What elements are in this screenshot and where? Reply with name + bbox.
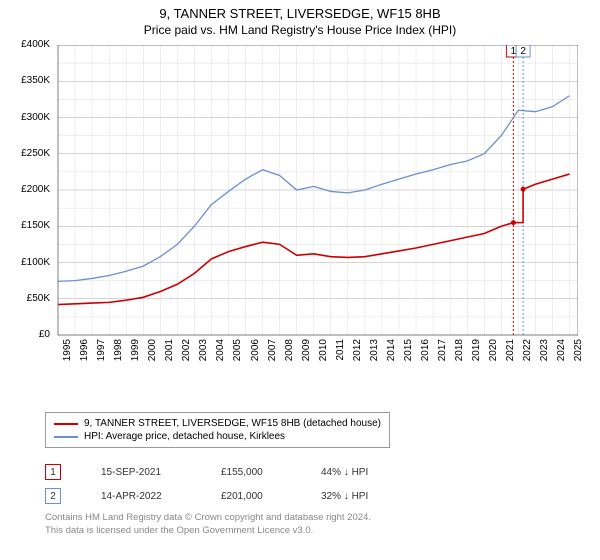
legend: 9, TANNER STREET, LIVERSEDGE, WF15 8HB (…: [45, 412, 390, 448]
svg-text:2: 2: [520, 46, 526, 57]
footer-line: Contains HM Land Registry data © Crown c…: [45, 512, 371, 525]
x-tick-label: 2011: [335, 339, 346, 369]
footer-attribution: Contains HM Land Registry data © Crown c…: [45, 512, 371, 538]
marker-price: £155,000: [221, 467, 281, 478]
chart-subtitle: Price paid vs. HM Land Registry's House …: [0, 21, 600, 37]
marker-date: 14-APR-2022: [101, 491, 181, 502]
x-tick-label: 2021: [505, 339, 516, 369]
y-tick-label: £400K: [12, 39, 50, 50]
x-tick-label: 2005: [232, 339, 243, 369]
x-tick-label: 2004: [215, 339, 226, 369]
legend-label: HPI: Average price, detached house, Kirk…: [84, 431, 285, 442]
footer-line: This data is licensed under the Open Gov…: [45, 525, 371, 538]
x-tick-label: 2024: [556, 339, 567, 369]
legend-item: HPI: Average price, detached house, Kirk…: [54, 430, 381, 443]
y-tick-label: £100K: [12, 257, 50, 268]
x-tick-label: 2002: [181, 339, 192, 369]
x-tick-label: 2014: [386, 339, 397, 369]
y-tick-label: £50K: [12, 293, 50, 304]
legend-swatch: [54, 423, 78, 425]
line-chart: 12: [10, 45, 578, 341]
x-tick-label: 1999: [130, 339, 141, 369]
x-tick-label: 2009: [301, 339, 312, 369]
legend-item: 9, TANNER STREET, LIVERSEDGE, WF15 8HB (…: [54, 417, 381, 430]
marker-price: £201,000: [221, 491, 281, 502]
marker-row: 1 15-SEP-2021 £155,000 44% ↓ HPI: [45, 460, 411, 484]
x-tick-label: 2001: [164, 339, 175, 369]
y-tick-label: £250K: [12, 148, 50, 159]
x-tick-label: 2008: [284, 339, 295, 369]
x-tick-label: 1996: [79, 339, 90, 369]
x-tick-label: 2019: [471, 339, 482, 369]
y-tick-label: £300K: [12, 112, 50, 123]
x-tick-label: 2023: [539, 339, 550, 369]
marker-badge: 1: [45, 464, 61, 480]
legend-label: 9, TANNER STREET, LIVERSEDGE, WF15 8HB (…: [84, 418, 381, 429]
x-tick-label: 2017: [437, 339, 448, 369]
x-tick-label: 2006: [250, 339, 261, 369]
x-tick-label: 2000: [147, 339, 158, 369]
marker-date: 15-SEP-2021: [101, 467, 181, 478]
x-tick-label: 2013: [369, 339, 380, 369]
x-tick-label: 2020: [488, 339, 499, 369]
y-tick-label: £350K: [12, 75, 50, 86]
x-tick-label: 2022: [522, 339, 533, 369]
marker-row: 2 14-APR-2022 £201,000 32% ↓ HPI: [45, 484, 411, 508]
x-tick-label: 2003: [198, 339, 209, 369]
marker-table: 1 15-SEP-2021 £155,000 44% ↓ HPI 2 14-APR-202…: [45, 460, 411, 508]
x-tick-label: 2018: [454, 339, 465, 369]
x-tick-label: 2010: [318, 339, 329, 369]
marker-delta: 32% ↓ HPI: [321, 491, 411, 502]
chart-title: 9, TANNER STREET, LIVERSEDGE, WF15 8HB: [0, 0, 600, 21]
x-tick-label: 2015: [403, 339, 414, 369]
x-tick-label: 1997: [96, 339, 107, 369]
y-tick-label: £150K: [12, 220, 50, 231]
chart-area: 12 £0£50K£100K£150K£200K£250K£300K£350K£…: [10, 45, 590, 385]
x-tick-label: 2012: [352, 339, 363, 369]
x-tick-label: 1995: [62, 339, 73, 369]
x-tick-label: 2025: [573, 339, 584, 369]
x-tick-label: 2007: [267, 339, 278, 369]
x-tick-label: 1998: [113, 339, 124, 369]
marker-badge: 2: [45, 488, 61, 504]
legend-swatch: [54, 436, 78, 438]
x-tick-label: 2016: [420, 339, 431, 369]
marker-delta: 44% ↓ HPI: [321, 467, 411, 478]
y-tick-label: £0: [12, 329, 50, 340]
y-tick-label: £200K: [12, 184, 50, 195]
